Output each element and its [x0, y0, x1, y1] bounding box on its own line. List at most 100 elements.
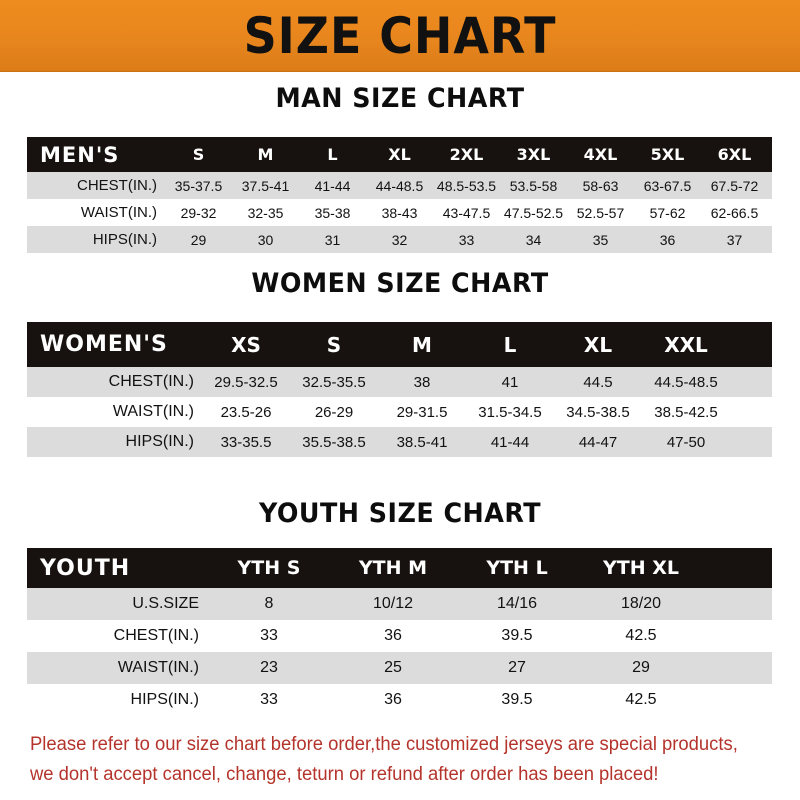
table-cell-filler — [768, 199, 772, 226]
women-row-label: HIPS(IN.) — [125, 433, 194, 450]
women-row-label: WAIST(IN.) — [112, 403, 194, 420]
table-cell: 35.5-38.5 — [302, 433, 366, 451]
men-row-label: HIPS(IN.) — [92, 231, 157, 248]
table-cell: 18/20 — [620, 595, 662, 612]
table-cell: 36 — [384, 691, 402, 708]
section-title-men: MAN SIZE CHART — [275, 83, 525, 114]
table-cell-filler — [703, 652, 772, 684]
table-cell: 38 — [413, 373, 431, 391]
table-row: HIPS(IN.) 33-35.5 35.5-38.5 38.5-41 41-44 44-… — [27, 427, 772, 457]
youth-row-label: CHEST(IN.) — [113, 627, 199, 644]
youth-column-header: YTH L — [486, 557, 548, 579]
table-row: CHEST(IN.) 29.5-32.5 32.5-35.5 38 41 44.5 44.5… — [27, 367, 772, 397]
table-cell: 26-29 — [314, 403, 354, 421]
women-column-header: XS — [231, 332, 261, 357]
table-cell: 37 — [726, 231, 743, 248]
table-cell: 44.5-48.5 — [654, 373, 718, 391]
table-row: WAIST(IN.) 23.5-26 26-29 29-31.5 31.5-34.5 34… — [27, 397, 772, 427]
men-row-label: CHEST(IN.) — [77, 177, 157, 194]
table-cell: 47-50 — [666, 433, 706, 451]
table-cell: 41 — [501, 373, 519, 391]
table-cell: 38-43 — [381, 204, 418, 221]
men-column-header: 3XL — [516, 145, 551, 164]
table-cell: 42.5 — [625, 627, 657, 644]
table-cell-filler — [703, 588, 772, 620]
table-cell: 36 — [659, 231, 676, 248]
table-cell-filler — [730, 367, 772, 397]
men-column-header: XL — [388, 145, 411, 164]
women-table-header-row: WOMEN'S XS S M L XL XXL — [27, 322, 772, 367]
table-cell: 44.5 — [583, 373, 613, 391]
table-row: HIPS(IN.) 33 36 39.5 42.5 — [27, 684, 772, 716]
women-column-header: L — [503, 332, 517, 357]
men-table-header-row: MEN'S S M L XL 2XL 3XL 4XL 5XL 6XL — [27, 137, 772, 172]
table-cell: 41-44 — [490, 433, 530, 451]
table-cell: 58-63 — [582, 177, 619, 194]
youth-row-label: U.S.SIZE — [132, 595, 199, 612]
table-cell: 23.5-26 — [220, 403, 272, 421]
men-row-label-header: MEN'S — [40, 142, 120, 167]
table-cell: 31.5-34.5 — [478, 403, 542, 421]
table-cell: 53.5-58 — [509, 177, 558, 194]
table-cell: 32 — [391, 231, 408, 248]
footer-note-line-2: we don't accept cancel, change, teturn o… — [30, 764, 659, 785]
men-column-header: S — [192, 145, 205, 164]
table-cell: 35 — [592, 231, 609, 248]
table-cell: 48.5-53.5 — [436, 177, 497, 194]
footer-note-line-1: Please refer to our size chart before or… — [30, 734, 738, 755]
men-column-header: 2XL — [449, 145, 484, 164]
women-row-label: CHEST(IN.) — [108, 373, 194, 390]
youth-row-label-header: YOUTH — [40, 555, 131, 581]
men-column-header: 4XL — [583, 145, 618, 164]
table-cell: 34.5-38.5 — [566, 403, 630, 421]
table-cell: 8 — [264, 595, 274, 612]
table-cell: 32-35 — [247, 204, 284, 221]
youth-row-label: HIPS(IN.) — [130, 691, 199, 708]
table-cell: 57-62 — [649, 204, 686, 221]
women-column-header: XXL — [664, 332, 708, 357]
youth-row-label: WAIST(IN.) — [117, 659, 199, 676]
youth-table-header-row: YOUTH YTH S YTH M YTH L YTH XL — [27, 548, 772, 588]
women-column-header: XL — [583, 332, 613, 357]
table-cell: 29 — [190, 231, 207, 248]
table-cell: 25 — [384, 659, 402, 676]
table-row: CHEST(IN.) 35-37.5 37.5-41 41-44 44-48.5 48.5… — [27, 172, 772, 199]
table-cell-filler — [703, 684, 772, 716]
table-cell: 41-44 — [314, 177, 351, 194]
youth-column-header: YTH XL — [603, 557, 679, 579]
table-cell: 33 — [458, 231, 475, 248]
table-cell: 34 — [525, 231, 542, 248]
table-cell: 29 — [632, 659, 650, 676]
table-cell: 33 — [260, 691, 278, 708]
table-cell: 63-67.5 — [643, 177, 692, 194]
table-cell: 31 — [324, 231, 341, 248]
table-cell-filler — [730, 397, 772, 427]
table-cell: 33 — [260, 627, 278, 644]
table-row: U.S.SIZE 8 10/12 14/16 18/20 — [27, 588, 772, 620]
table-cell: 10/12 — [372, 595, 414, 612]
table-cell: 33-35.5 — [220, 433, 272, 451]
table-cell: 43-47.5 — [442, 204, 491, 221]
table-cell: 47.5-52.5 — [503, 204, 564, 221]
table-cell: 29-31.5 — [396, 403, 448, 421]
page-banner: SIZE CHART — [0, 0, 800, 72]
table-cell: 29.5-32.5 — [214, 373, 278, 391]
youth-column-header: YTH S — [237, 557, 301, 579]
table-cell-filler — [730, 427, 772, 457]
table-cell-filler — [768, 226, 772, 253]
men-size-table: MEN'S S M L XL 2XL 3XL 4XL 5XL 6XL CHEST(IN.) 35-37… — [27, 137, 772, 253]
women-header-filler — [730, 322, 772, 367]
table-cell: 42.5 — [625, 691, 657, 708]
table-cell: 36 — [384, 627, 402, 644]
section-title-youth: YOUTH SIZE CHART — [258, 498, 542, 529]
table-cell: 32.5-35.5 — [302, 373, 366, 391]
table-cell: 38.5-42.5 — [654, 403, 718, 421]
table-cell: 35-38 — [314, 204, 351, 221]
youth-column-header: YTH M — [358, 557, 428, 579]
men-header-filler — [768, 137, 772, 172]
men-column-header: 5XL — [650, 145, 685, 164]
youth-header-filler — [703, 548, 772, 588]
table-row: HIPS(IN.) 29 30 31 32 33 34 35 36 37 — [27, 226, 772, 253]
table-row: WAIST(IN.) 23 25 27 29 — [27, 652, 772, 684]
table-cell: 35-37.5 — [174, 177, 223, 194]
